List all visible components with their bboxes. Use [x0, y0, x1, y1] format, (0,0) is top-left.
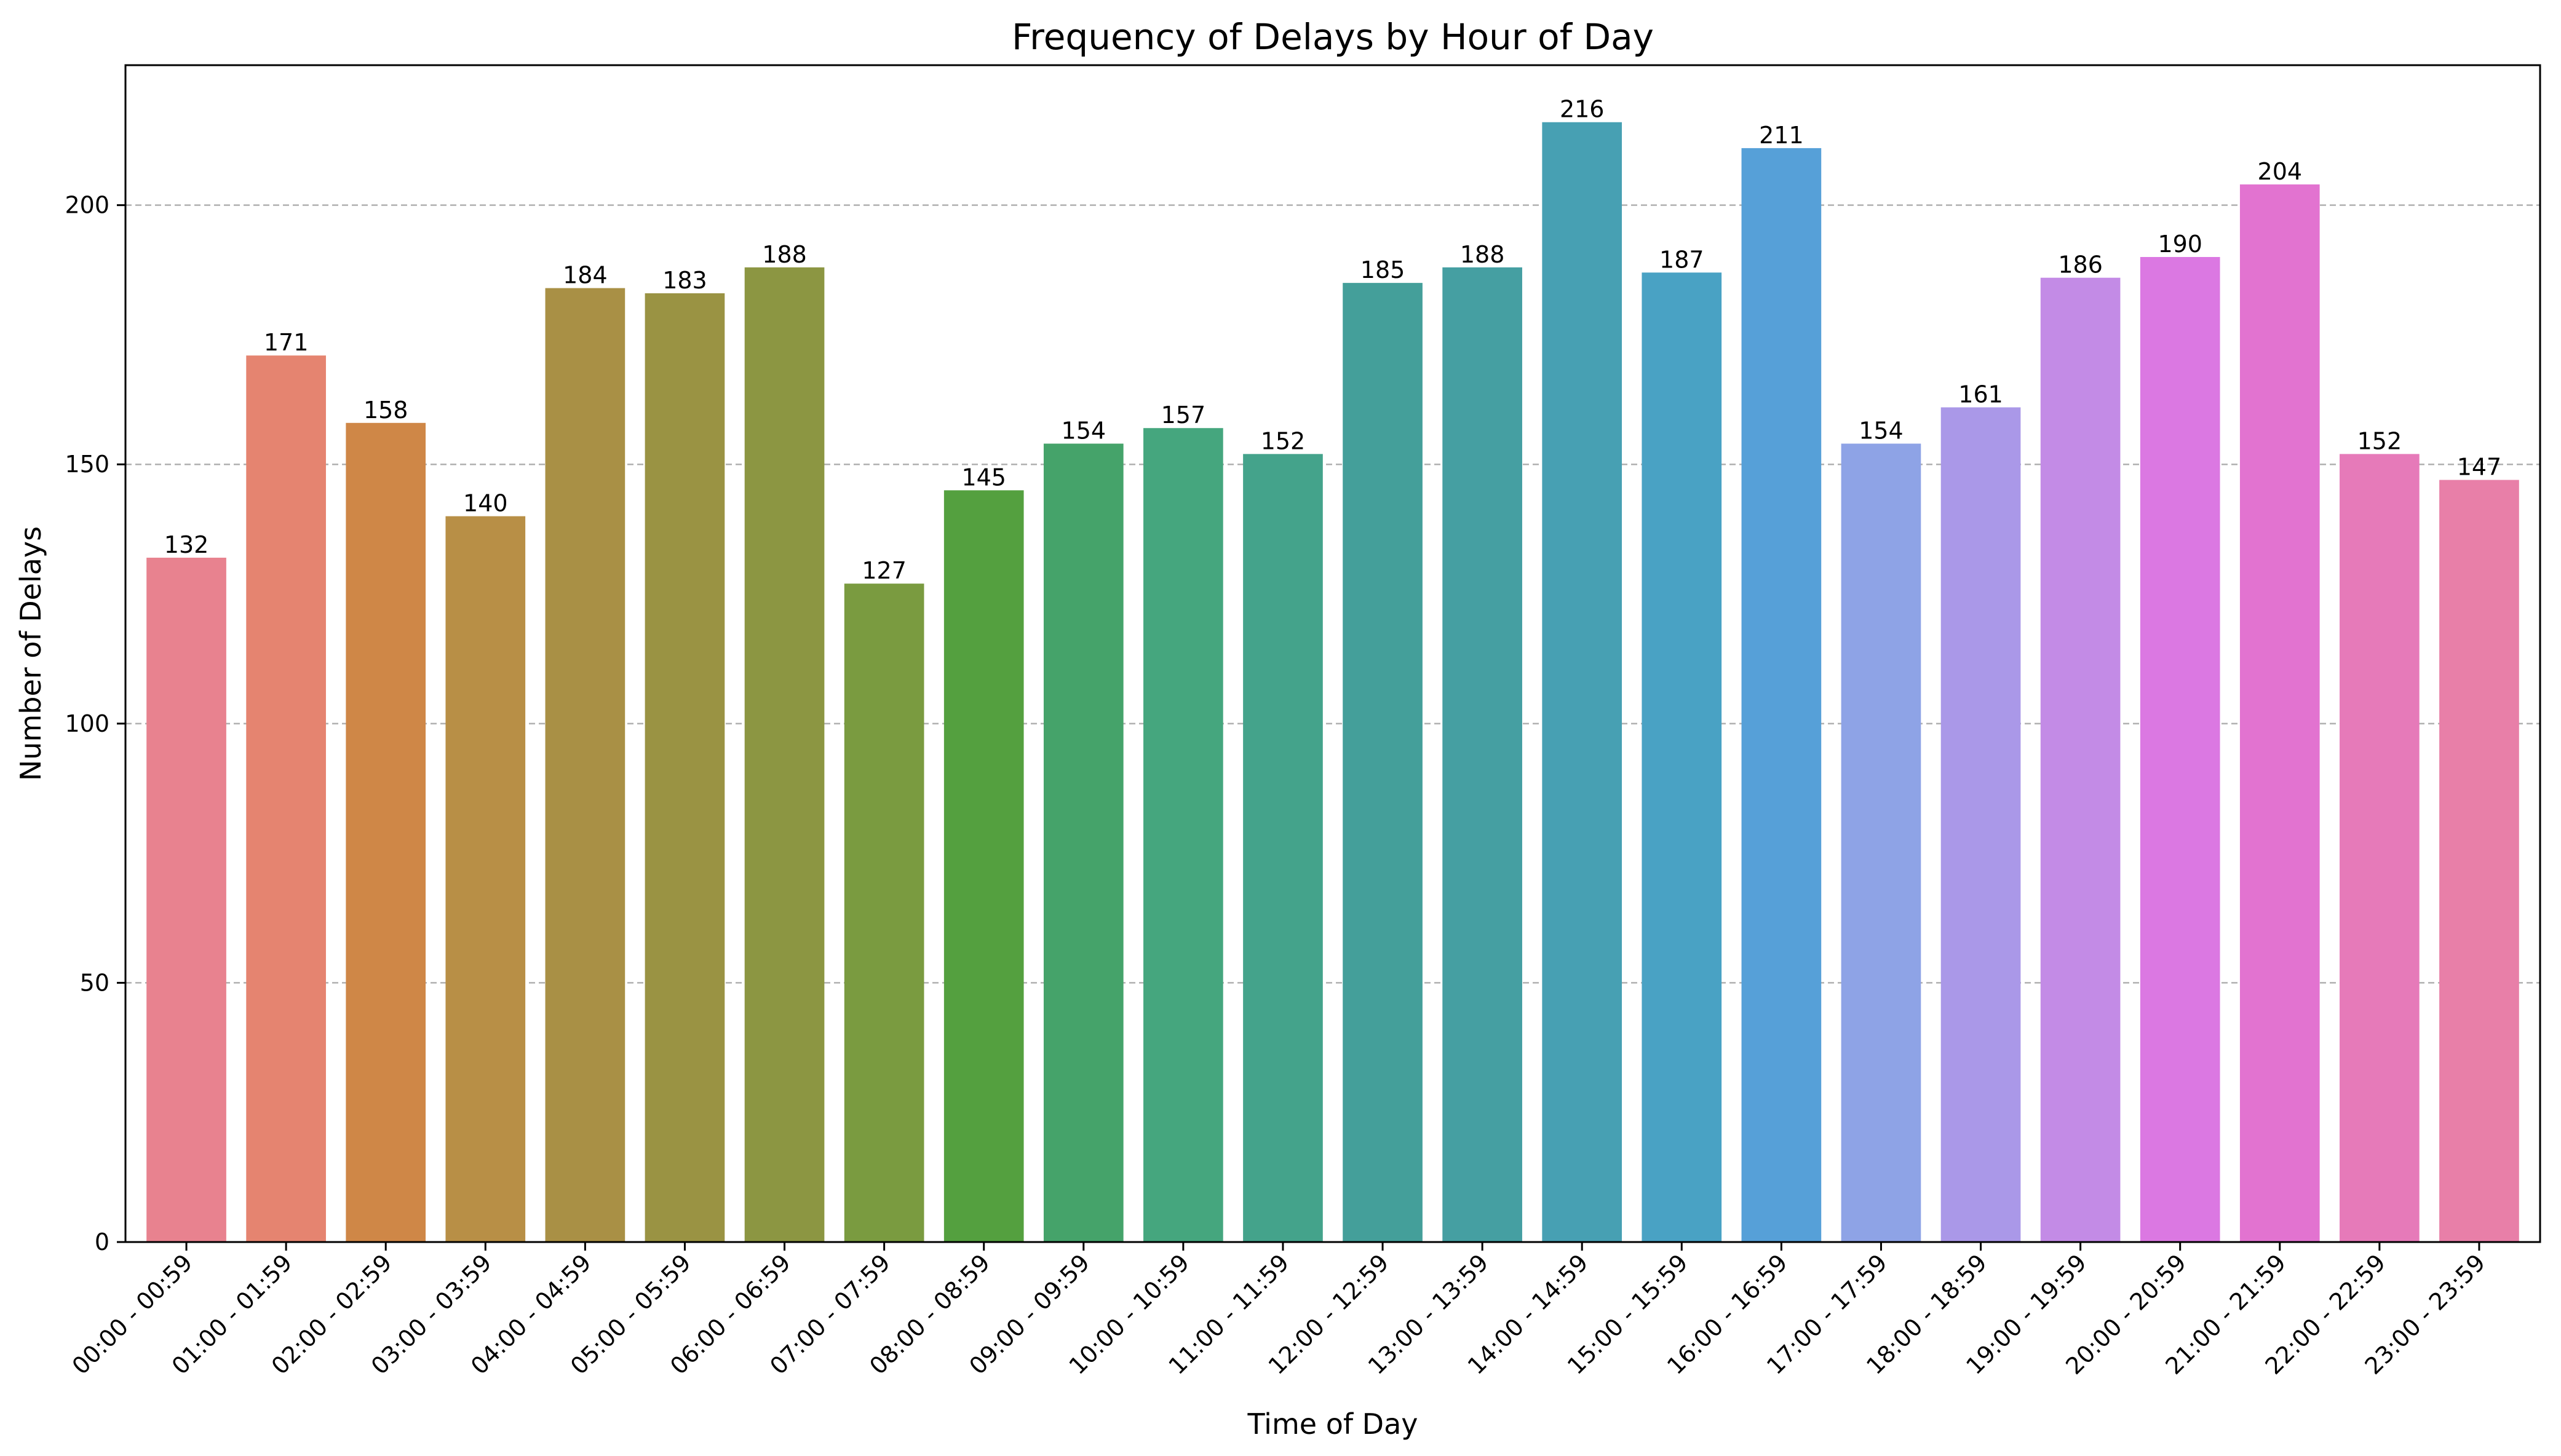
bar — [146, 558, 226, 1243]
bar — [1143, 428, 1223, 1243]
bar — [346, 422, 426, 1242]
bar — [1940, 407, 2021, 1242]
data-label: 154 — [1859, 417, 1904, 445]
plot-frame — [124, 64, 2541, 1243]
data-label: 152 — [2357, 427, 2402, 454]
bar — [2439, 480, 2519, 1243]
data-label: 216 — [1560, 96, 1605, 123]
bar — [2140, 256, 2220, 1242]
bar — [645, 293, 725, 1242]
data-label: 147 — [2457, 454, 2502, 481]
data-label: 185 — [1360, 256, 1405, 283]
data-label: 157 — [1161, 402, 1206, 429]
data-labels: 132 171 158 140 184 183 188 127 145 154 157 152 185 1… — [164, 96, 2501, 584]
bar — [1343, 283, 1423, 1242]
gridlines — [125, 204, 2540, 984]
y-axis: 0 50 100 150 200 — [65, 192, 125, 1256]
data-label: 184 — [563, 262, 608, 289]
data-label: 145 — [961, 464, 1006, 491]
bar — [2239, 184, 2320, 1243]
y-tick-label: 200 — [65, 192, 109, 219]
data-label: 152 — [1261, 427, 1306, 454]
bar — [1442, 267, 1522, 1242]
data-label: 140 — [463, 490, 508, 517]
bar — [1043, 443, 1124, 1243]
y-tick-label: 0 — [95, 1228, 109, 1256]
data-label: 190 — [2158, 231, 2202, 258]
bar — [2340, 454, 2420, 1242]
y-axis-label: Number of Delays — [14, 526, 47, 781]
y-tick-label: 100 — [65, 710, 109, 737]
data-label: 186 — [2058, 251, 2103, 279]
data-label: 171 — [264, 329, 309, 356]
bar — [545, 288, 625, 1243]
data-label: 158 — [363, 397, 408, 424]
bar — [1642, 272, 1722, 1243]
bar — [2040, 277, 2121, 1242]
bar — [744, 267, 825, 1242]
chart-title: Frequency of Delays by Hour of Day — [1012, 16, 1654, 58]
data-label: 187 — [1659, 246, 1704, 273]
y-tick-label: 150 — [65, 451, 109, 478]
data-label: 127 — [862, 557, 907, 584]
bar — [1841, 443, 1921, 1243]
bar — [1542, 122, 1622, 1242]
bar — [844, 584, 924, 1242]
bar — [1741, 148, 1822, 1243]
data-label: 188 — [1460, 241, 1505, 268]
bars — [146, 122, 2519, 1243]
data-label: 161 — [1958, 381, 2003, 408]
data-label: 211 — [1759, 122, 1804, 149]
bar — [1243, 454, 1323, 1242]
x-axis-label: Time of Day — [1247, 1407, 1418, 1441]
data-label: 204 — [2258, 158, 2303, 185]
data-label: 183 — [662, 267, 707, 294]
data-label: 188 — [762, 241, 807, 268]
bar — [943, 490, 1024, 1242]
bar — [246, 355, 326, 1242]
data-label: 154 — [1062, 417, 1106, 445]
bar — [445, 516, 526, 1242]
y-tick-label: 50 — [80, 969, 109, 996]
data-label: 132 — [164, 531, 209, 558]
